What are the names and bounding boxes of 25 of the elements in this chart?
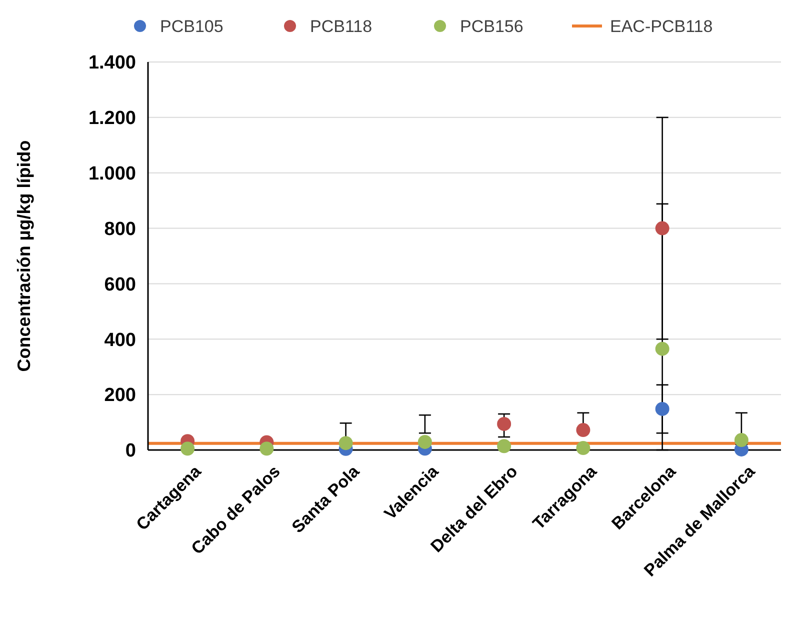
y-tick-label: 600: [104, 274, 136, 296]
y-tick-label: 200: [104, 385, 136, 406]
legend-label: PCB105: [160, 16, 224, 36]
point: [734, 433, 748, 448]
y-tick-label: 1.000: [88, 164, 136, 185]
point: [180, 442, 195, 456]
y-tick-label: 400: [104, 330, 136, 351]
y-axis-title: Concentración µg/kg lípido: [14, 140, 34, 372]
point: [655, 402, 670, 416]
point: [497, 439, 512, 454]
point: [497, 416, 512, 431]
y-tick-label: 1.200: [88, 108, 136, 130]
point: [418, 434, 432, 449]
y-tick-label: 800: [104, 218, 136, 240]
point: [260, 442, 274, 456]
point: [338, 436, 353, 450]
point: [576, 441, 590, 456]
point: [655, 221, 670, 236]
point: [576, 423, 590, 438]
y-tick-label: 0: [125, 440, 136, 462]
point: [655, 342, 670, 356]
y-tick-label: 1.400: [88, 52, 136, 74]
legend-label: PCB118: [310, 16, 372, 36]
legend-label: PCB156: [460, 16, 524, 36]
legend-label: EAC-PCB118: [610, 16, 713, 36]
